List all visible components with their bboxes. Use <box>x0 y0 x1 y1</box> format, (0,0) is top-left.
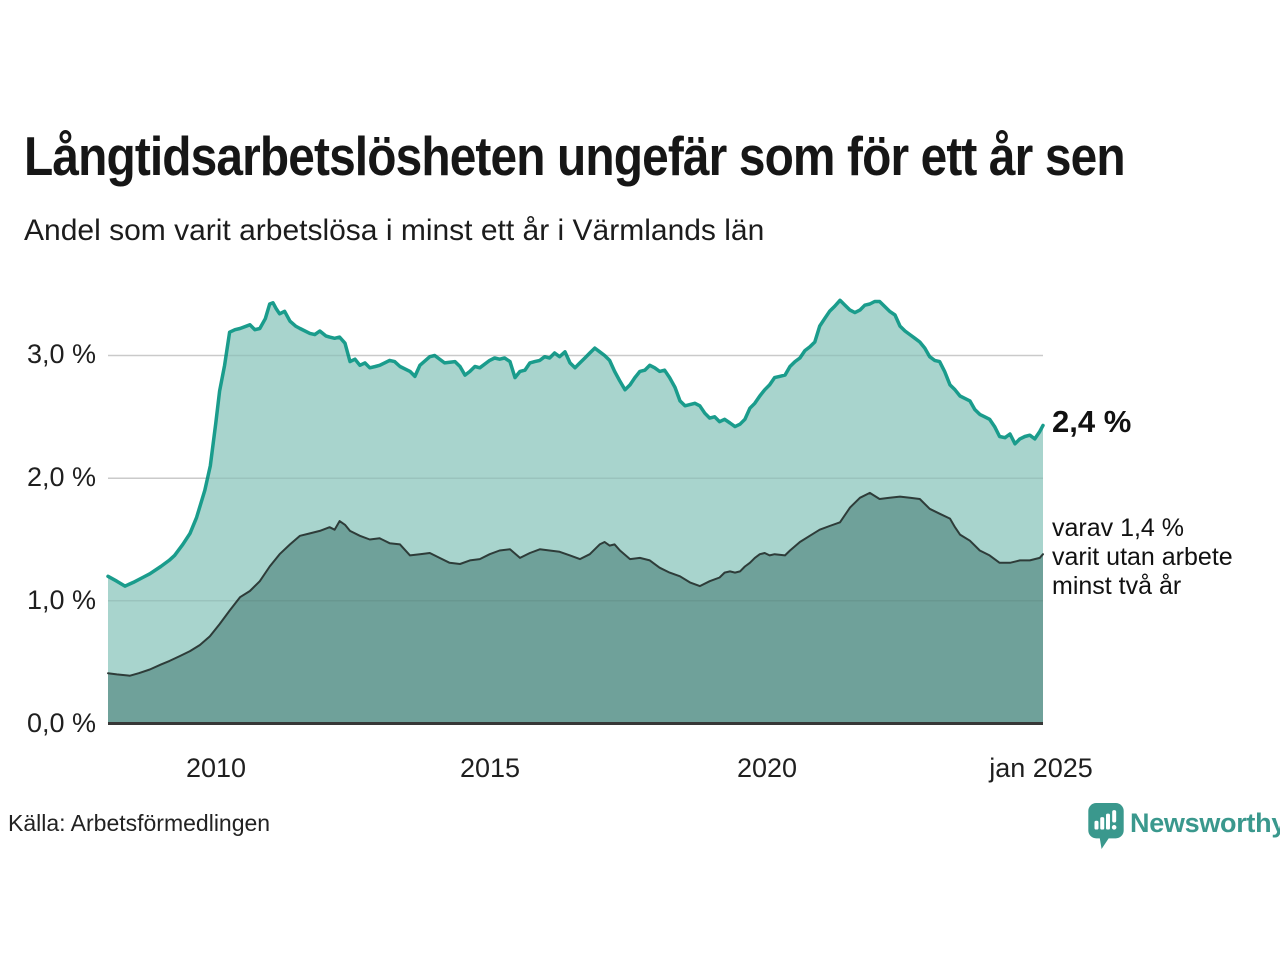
y-tick-label-0: 0,0 % <box>26 707 96 738</box>
annotation-line: varit utan arbete <box>1052 543 1233 571</box>
page-title: Långtidsarbetslösheten ungefär som för e… <box>24 125 1126 187</box>
x-tick-label-2015: 2015 <box>459 753 521 783</box>
gridlines-over <box>108 354 1043 602</box>
x-tick-label-2020: 2020 <box>736 753 798 783</box>
newsworthy-speech-bubble-bar-chart-icon <box>1088 803 1124 849</box>
y-tick-label-3: 3,0 % <box>26 338 96 369</box>
y-tick-label-1: 1,0 % <box>26 584 96 615</box>
page-subtitle: Andel som varit arbetslösa i minst ett å… <box>24 214 765 247</box>
x-tick-label-jan-2025: jan 2025 <box>989 753 1093 783</box>
line-unemployed-two-years <box>107 491 1044 677</box>
annotation-line: varav 1,4 % <box>1052 514 1185 542</box>
x-tick-label-2010: 2010 <box>185 753 247 783</box>
newsworthy-logo-text: Newsworthy <box>1130 808 1280 838</box>
line-unemployed-one-year <box>106 298 1045 588</box>
annotation-two-year-share: varav 1,4 % varit utan arbete minst två … <box>1052 514 1233 601</box>
annotation-line: minst två år <box>1052 572 1182 600</box>
source-note: Källa: Arbetsförmedlingen <box>8 810 271 836</box>
y-tick-label-2: 2,0 % <box>26 461 96 492</box>
area-unemployed-two-years <box>108 492 1043 724</box>
annotation-latest-total: 2,4 % <box>1052 404 1132 439</box>
